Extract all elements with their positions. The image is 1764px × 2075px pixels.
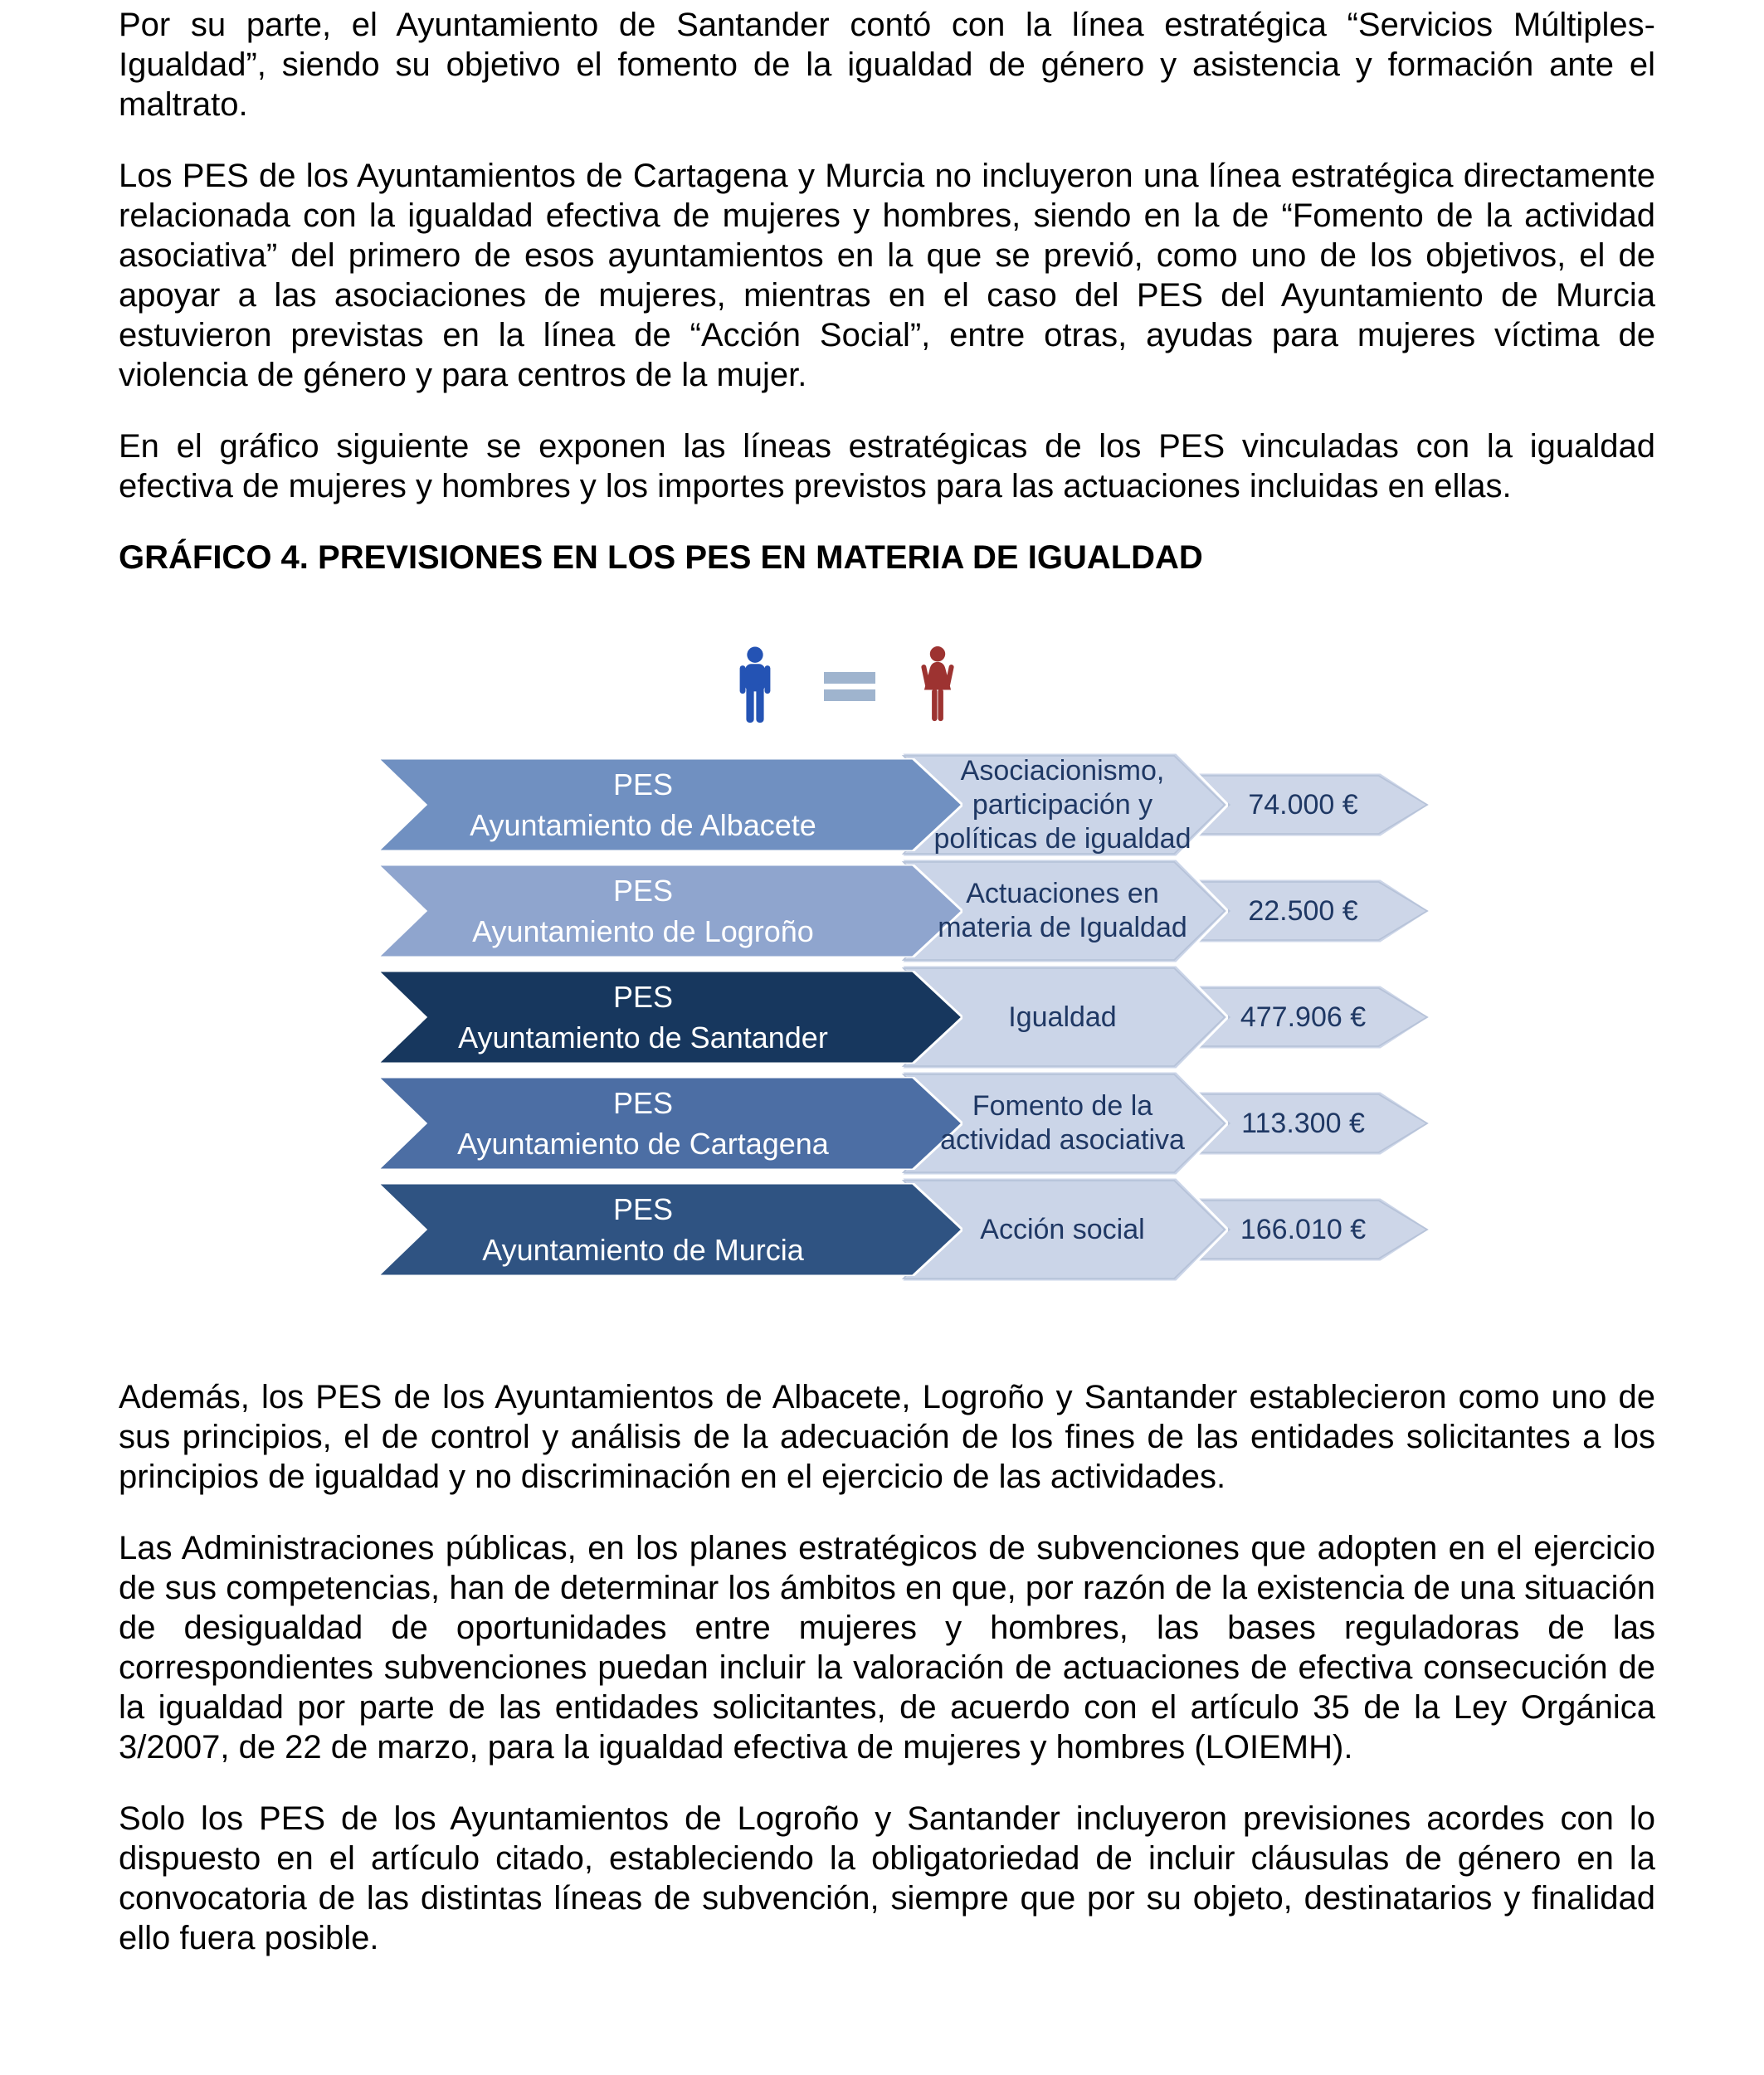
strategy-label: Acción social [980,1213,1145,1245]
pes-arrow-logrono [378,865,962,957]
pes-label-line1: PES [612,980,674,1014]
amount-label: 166.010 € [1240,1214,1367,1245]
pes-arrow-murcia [378,1183,962,1276]
man-icon [739,646,771,723]
paragraph-intro-grafico: En el gráfico siguiente se exponen las l… [119,428,1655,504]
equals-icon [824,672,875,701]
pes-arrow-cartagena [378,1077,962,1170]
pes-label-line1: PES [612,767,674,801]
pes-label: PES Ayuntamiento de Murcia [411,1183,875,1276]
paragraph-santander: Por su parte, el Ayuntamiento de Santand… [119,7,1655,123]
pes-label: PES Ayuntamiento de Santander [411,971,875,1064]
pes-label: PES Ayuntamiento de Cartagena [411,1077,875,1170]
pes-label: PES Ayuntamiento de Logroño [411,865,875,957]
pes-label: PES Ayuntamiento de Albacete [411,758,875,851]
pes-label-line2: Ayuntamiento de Logroño [472,914,814,948]
paragraph-administraciones: Las Administraciones públicas, en los pl… [119,1530,1655,1766]
pes-arrow-albacete [378,758,962,851]
amount-label: 22.500 € [1248,895,1358,927]
pes-arrow-santander [378,971,962,1064]
amount-label: 477.906 € [1240,1001,1367,1033]
woman-icon [921,646,954,722]
strategy-label: Fomento de la actividad asociativa [940,1090,1185,1156]
pes-label-line2: Ayuntamiento de Santander [458,1020,828,1055]
paragraph-cartagena-murcia: Los PES de los Ayuntamientos de Cartagen… [119,158,1655,393]
pes-label-line1: PES [612,874,674,908]
paragraph-solo-pes: Solo los PES de los Ayuntamientos de Log… [119,1800,1655,1956]
amount-label: 74.000 € [1248,789,1358,821]
amount-label: 113.300 € [1241,1108,1365,1139]
figure-title: GRÁFICO 4. PREVISIONES EN LOS PES EN MAT… [119,539,1203,576]
pes-label-line1: PES [612,1086,674,1120]
paragraph-principios: Además, los PES de los Ayuntamientos de … [119,1379,1655,1495]
pes-label-line2: Ayuntamiento de Murcia [482,1233,804,1267]
pes-label-line1: PES [612,1192,674,1226]
strategy-label: Asociacionismo, participación y política… [933,754,1191,855]
strategy-label: Actuaciones en materia de Igualdad [938,878,1187,943]
pes-label-line2: Ayuntamiento de Albacete [470,808,816,842]
strategy-label: Igualdad [1008,1001,1117,1033]
report-page: Por su parte, el Ayuntamiento de Santand… [119,7,1655,1956]
pes-label-line2: Ayuntamiento de Cartagena [457,1127,829,1161]
grafico-4-figure: PES Ayuntamiento de Albacete Asociacioni… [119,577,1655,1308]
